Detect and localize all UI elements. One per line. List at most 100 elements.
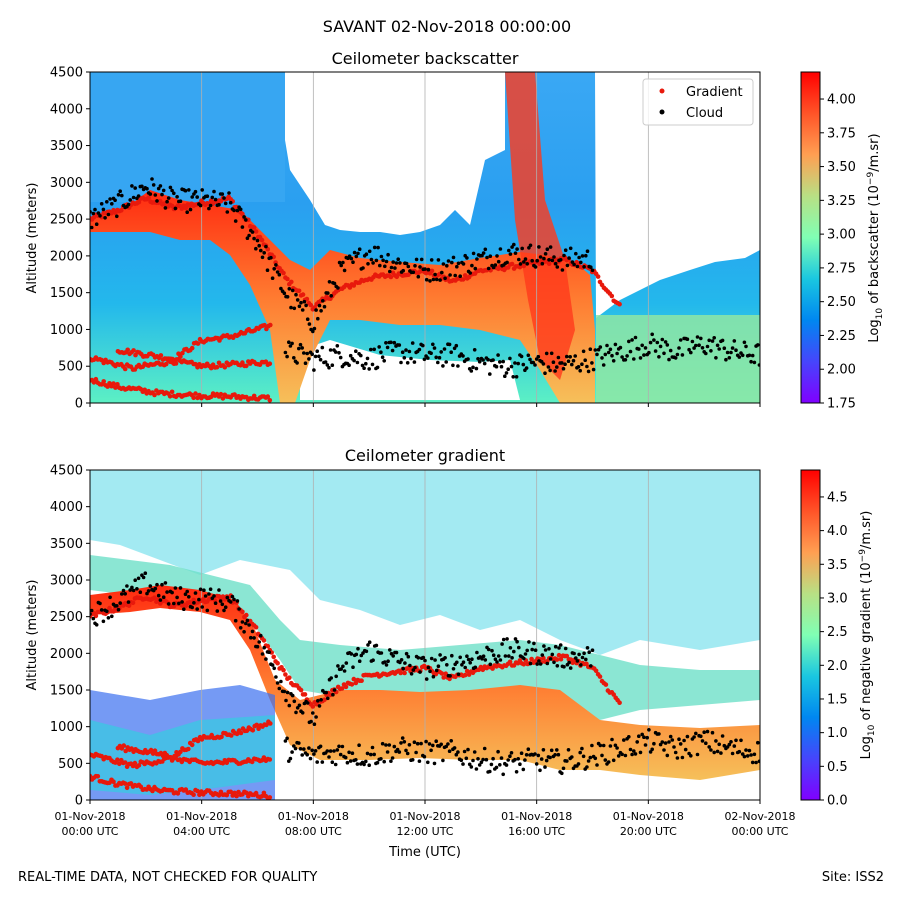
backscatter-cloud-point bbox=[501, 359, 506, 364]
backscatter-cloud-point bbox=[742, 340, 747, 345]
gradient-cloud-point bbox=[754, 760, 758, 765]
backscatter-ytick-label: 500 bbox=[58, 360, 83, 375]
gradient-cloud-point bbox=[615, 746, 619, 750]
backscatter-gradient-point bbox=[388, 274, 394, 280]
backscatter-cloud-point bbox=[603, 352, 608, 357]
backscatter-gradient-point bbox=[191, 395, 196, 401]
backscatter-cloud-point bbox=[393, 266, 397, 270]
backscatter-cloud-point bbox=[311, 329, 315, 334]
gradient-cloud-point bbox=[737, 749, 742, 754]
backscatter-cloud-point bbox=[552, 255, 556, 259]
backscatter-cloud-point bbox=[647, 350, 651, 355]
backscatter-cloud-point bbox=[648, 340, 653, 345]
backscatter-cloud-point bbox=[486, 357, 490, 362]
gradient-cloud-point bbox=[195, 607, 199, 611]
backscatter-cloud-point bbox=[295, 361, 299, 365]
gradient-colorbar-tick-label: 1.5 bbox=[827, 692, 848, 707]
backscatter-gradient-point bbox=[300, 292, 306, 297]
backscatter-cloud-point bbox=[473, 266, 478, 271]
gradient-colorbar-tick-label: 1.0 bbox=[827, 726, 848, 741]
gradient-cloud-point bbox=[350, 751, 355, 755]
gradient-cloud-point bbox=[427, 742, 432, 746]
gradient-cloud-point bbox=[575, 659, 580, 663]
backscatter-cloud-point bbox=[442, 347, 447, 351]
backscatter-cloud-point bbox=[116, 193, 121, 197]
gradient-cloud-point bbox=[158, 598, 163, 602]
gradient-cloud-point bbox=[247, 623, 251, 627]
gradient-cloud-point bbox=[426, 665, 431, 670]
backscatter-cloud-point bbox=[222, 196, 226, 200]
backscatter-cloud-point bbox=[513, 361, 517, 365]
gradient-cloud-point bbox=[408, 663, 412, 668]
backscatter-gradient-point bbox=[308, 302, 314, 308]
gradient-cloud-point bbox=[414, 750, 418, 755]
backscatter-cloud-point bbox=[601, 363, 606, 367]
legend-frame bbox=[642, 78, 754, 126]
gradient-cloud-point bbox=[126, 600, 131, 604]
backscatter-cloud-point bbox=[172, 191, 176, 196]
gradient-cloud-point bbox=[421, 655, 426, 660]
backscatter-cloud-point bbox=[205, 194, 210, 198]
gradient-cloud-point bbox=[326, 696, 330, 701]
gradient-cloud-point bbox=[611, 758, 616, 763]
gradient-cloud-point bbox=[98, 601, 102, 606]
backscatter-cloud-point bbox=[359, 353, 363, 358]
backscatter-cloud-point bbox=[166, 196, 171, 200]
backscatter-cloud-point bbox=[523, 257, 528, 261]
gradient-cloud-point bbox=[496, 654, 501, 658]
gradient-cloud-point bbox=[416, 656, 421, 660]
backscatter-cloud-point bbox=[428, 279, 432, 283]
gradient-cloud-point bbox=[389, 759, 393, 763]
gradient-cloud-point bbox=[532, 641, 536, 646]
gradient-cloud-point bbox=[623, 753, 628, 758]
gradient-cloud-point bbox=[108, 595, 112, 600]
backscatter-cloud-point bbox=[440, 270, 444, 275]
gradient-cloud-point bbox=[385, 750, 390, 754]
gradient-ytick-label: 2000 bbox=[50, 647, 83, 662]
gradient-cloud-point bbox=[297, 741, 301, 745]
backscatter-cloud-point bbox=[737, 355, 742, 359]
gradient-cloud-point bbox=[438, 653, 442, 657]
gradient-cloud-point bbox=[714, 739, 718, 743]
backscatter-cloud-point bbox=[165, 199, 169, 204]
gradient-cloud-point bbox=[712, 750, 716, 755]
backscatter-cloud-point bbox=[508, 252, 513, 256]
backscatter-cloud-point bbox=[533, 265, 538, 269]
backscatter-cloud-point bbox=[563, 248, 568, 252]
backscatter-cloud-point bbox=[198, 203, 203, 208]
backscatter-cloud-point bbox=[131, 195, 136, 200]
gradient-cloud-point bbox=[283, 739, 288, 743]
backscatter-cloud-point bbox=[615, 351, 619, 356]
gradient-gradient-point bbox=[268, 721, 273, 726]
backscatter-cloud-point bbox=[680, 353, 685, 357]
backscatter-cloud-point bbox=[757, 363, 760, 367]
backscatter-cloud-point bbox=[424, 277, 429, 282]
gradient-cloud-point bbox=[627, 735, 631, 739]
backscatter-cloud-point bbox=[128, 198, 132, 202]
gradient-cloud-point bbox=[582, 651, 586, 656]
backscatter-cloud-point bbox=[486, 266, 491, 271]
gradient-cloud-point bbox=[601, 743, 606, 748]
gradient-cloud-point bbox=[506, 758, 511, 762]
gradient-cloud-point bbox=[357, 659, 362, 663]
backscatter-cloud-point bbox=[663, 340, 668, 344]
backscatter-cloud-point bbox=[411, 270, 416, 275]
gradient-colorbar-tick-label: 4.5 bbox=[827, 490, 848, 505]
backscatter-cloud-point bbox=[405, 361, 410, 365]
legend-marker-cloud bbox=[659, 109, 665, 115]
gradient-cloud-point bbox=[547, 647, 551, 651]
backscatter-gradient-point bbox=[214, 364, 220, 370]
backscatter-cloud-point bbox=[452, 346, 457, 351]
backscatter-cloud-point bbox=[193, 189, 198, 194]
gradient-ytick-label: 2500 bbox=[50, 610, 83, 625]
backscatter-cloud-point bbox=[436, 360, 440, 365]
backscatter-cloud-point bbox=[638, 356, 643, 360]
backscatter-cloud-point bbox=[183, 188, 188, 193]
backscatter-cloud-point bbox=[549, 351, 554, 356]
backscatter-cloud-point bbox=[377, 345, 382, 349]
backscatter-cloud-point bbox=[175, 195, 179, 199]
gradient-cloud-point bbox=[553, 644, 558, 649]
gradient-cloud-point bbox=[431, 743, 435, 748]
gradient-cloud-point bbox=[500, 642, 504, 646]
backscatter-cloud-point bbox=[385, 345, 390, 350]
